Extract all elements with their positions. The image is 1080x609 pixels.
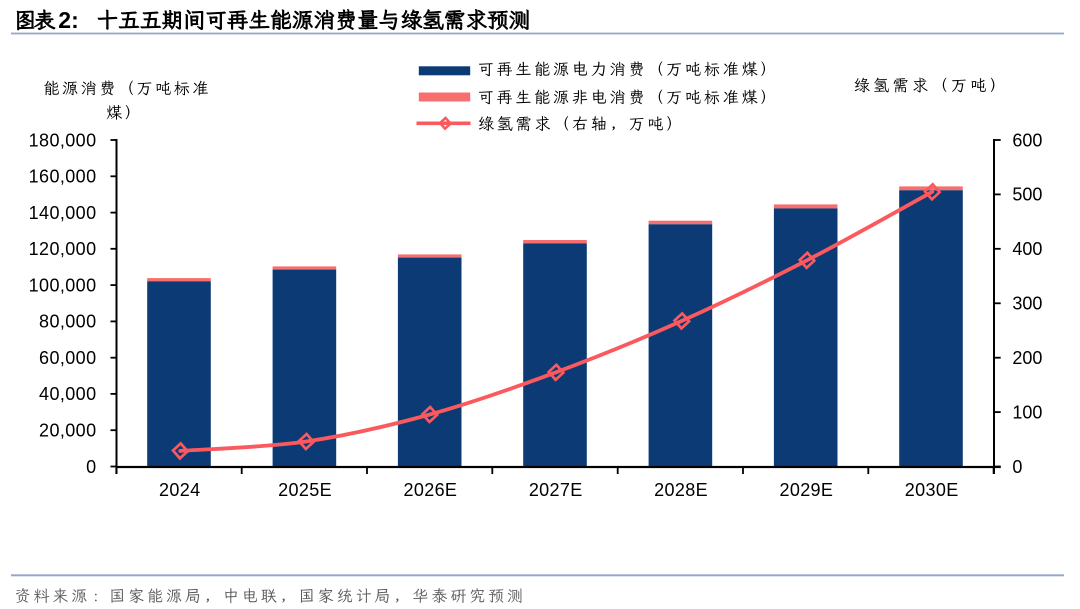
svg-text:2030E: 2030E (905, 480, 959, 500)
svg-text:2027E: 2027E (529, 480, 583, 500)
svg-text:200: 200 (1012, 348, 1042, 368)
svg-text:140,000: 140,000 (29, 203, 97, 223)
svg-text:2026E: 2026E (403, 480, 457, 500)
svg-text:2029E: 2029E (779, 480, 833, 500)
svg-text:160,000: 160,000 (29, 167, 97, 187)
svg-text:0: 0 (1012, 457, 1022, 477)
svg-text:20,000: 20,000 (39, 421, 96, 441)
svg-text:300: 300 (1012, 294, 1042, 314)
svg-text:60,000: 60,000 (39, 348, 96, 368)
svg-text:40,000: 40,000 (39, 384, 96, 404)
svg-text:120,000: 120,000 (29, 239, 97, 259)
svg-text:100,000: 100,000 (29, 275, 97, 295)
svg-text:0: 0 (86, 457, 96, 477)
svg-text:600: 600 (1012, 130, 1042, 150)
svg-text:400: 400 (1012, 239, 1042, 259)
svg-text:2:: 2: (58, 7, 78, 33)
svg-text:180,000: 180,000 (29, 130, 97, 150)
svg-text:80,000: 80,000 (39, 312, 96, 332)
svg-text:100: 100 (1012, 402, 1042, 422)
svg-text:2025E: 2025E (278, 480, 332, 500)
svg-text:2028E: 2028E (654, 480, 708, 500)
svg-text:500: 500 (1012, 185, 1042, 205)
svg-text:2024: 2024 (159, 480, 200, 500)
